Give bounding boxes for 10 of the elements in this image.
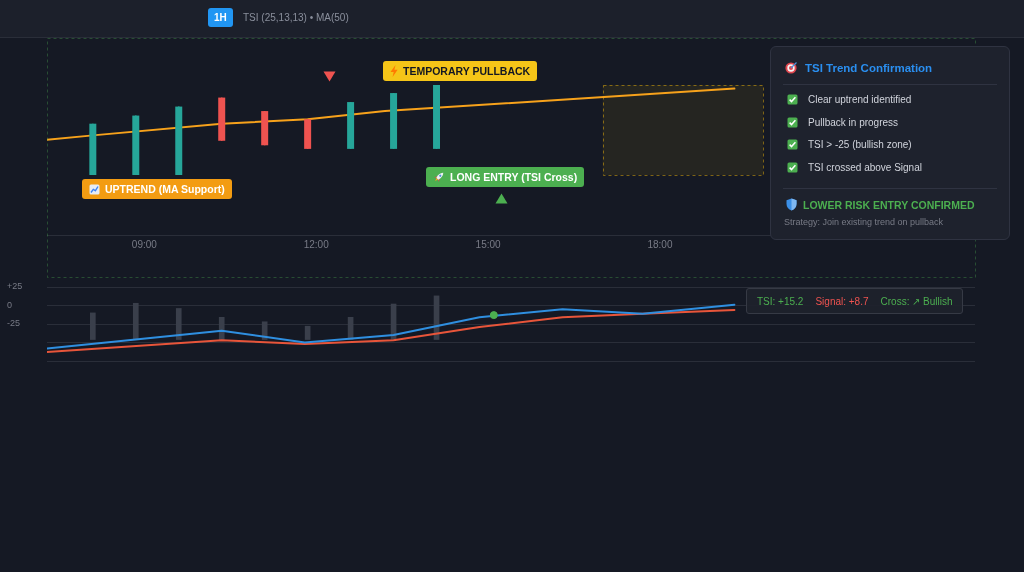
bar xyxy=(175,308,182,340)
bar xyxy=(132,302,139,340)
bar xyxy=(90,312,96,340)
y-tick-label: +25 xyxy=(7,281,23,292)
status-box: TSI: +15.2 Signal: +8.7 Cross: ↗ Bullish xyxy=(746,288,964,314)
annotation: Cross: ↗ Bullish xyxy=(880,295,953,307)
y-tick-label: -25 xyxy=(7,318,21,329)
y-tick-label: 0 xyxy=(7,299,13,310)
annotation: Signal: +8.7 xyxy=(815,295,869,307)
annotation: TSI: +15.2 xyxy=(757,295,804,307)
